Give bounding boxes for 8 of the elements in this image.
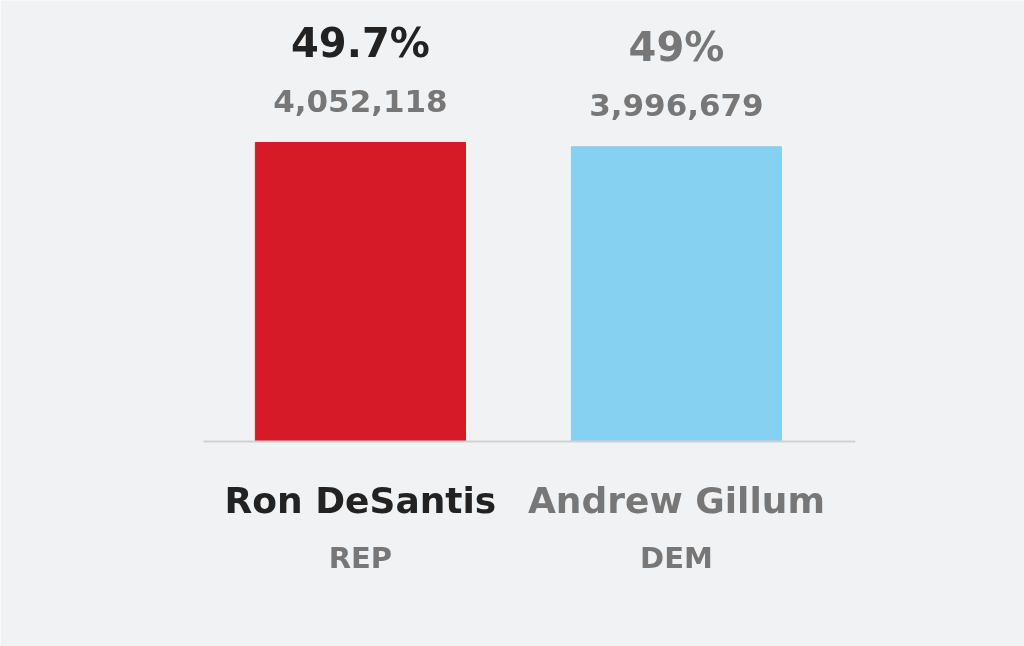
x-tick-label: Andrew Gillum: [527, 479, 825, 521]
text: DEM: [640, 541, 713, 576]
annotation: 4,052,118: [273, 82, 448, 119]
data-label: 49.7%: [291, 19, 430, 66]
text: REP: [328, 541, 393, 576]
data-label: 49%: [628, 23, 725, 70]
x-tick-label: Ron DeSantis: [224, 479, 497, 521]
annotation: 3,996,679: [589, 86, 764, 123]
